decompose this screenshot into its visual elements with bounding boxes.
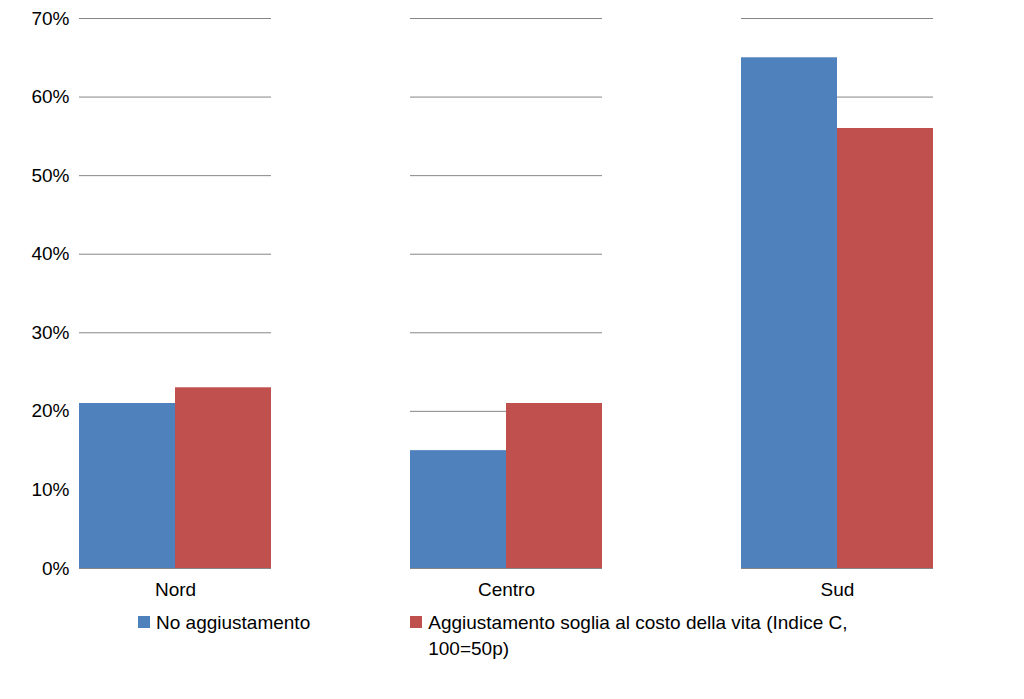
svg-text:Sud: Sud (821, 579, 855, 600)
svg-text:0%: 0% (42, 558, 70, 579)
svg-text:10%: 10% (31, 479, 69, 500)
svg-text:70%: 70% (31, 8, 69, 29)
svg-text:Centro: Centro (478, 579, 535, 600)
svg-text:60%: 60% (31, 86, 69, 107)
svg-text:20%: 20% (31, 400, 69, 421)
svg-text:30%: 30% (31, 322, 69, 343)
svg-text:50%: 50% (31, 165, 69, 186)
html-text:No aggiustamento: No aggiustamento (156, 612, 311, 633)
svg-text:Nord: Nord (155, 579, 196, 600)
svg-text:40%: 40% (31, 243, 69, 264)
html-text:Aggiustamento soglia al costo: Aggiustamento soglia al costo della vita… (428, 612, 848, 659)
